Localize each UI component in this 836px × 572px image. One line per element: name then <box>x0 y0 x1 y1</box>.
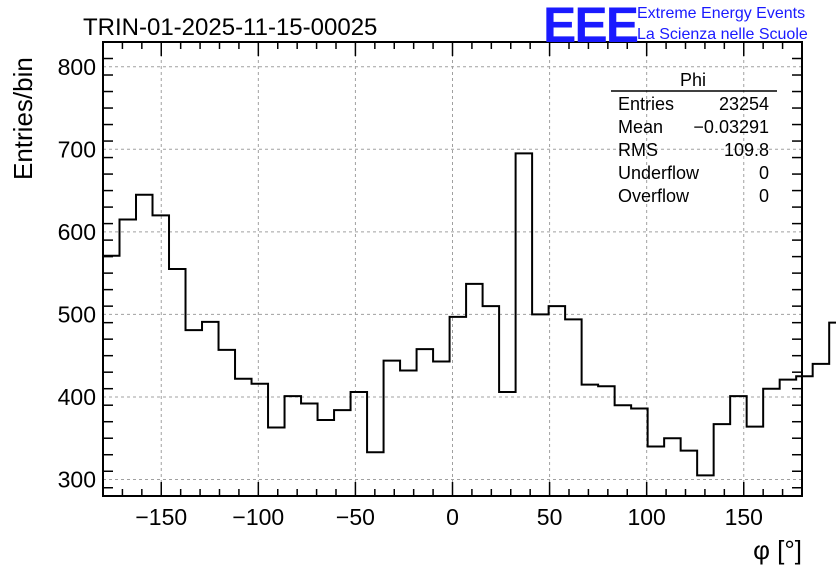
y-tick-label: 800 <box>58 54 96 80</box>
x-tick-label: −50 <box>336 504 375 530</box>
eee-logo: EEE Extreme Energy Events La Scienza nel… <box>543 0 808 53</box>
stats-value-rms: 109.8 <box>724 140 769 160</box>
stats-label-rms: RMS <box>618 140 658 160</box>
logo-line-1: Extreme Energy Events <box>637 5 805 22</box>
histogram-series-line <box>102 152 836 496</box>
grid-lines <box>103 42 802 496</box>
stats-value-underflow: 0 <box>759 163 769 183</box>
x-tick-label: 0 <box>446 504 459 530</box>
chart-title: TRIN-01-2025-11-15-00025 <box>83 14 377 41</box>
y-tick-label: 700 <box>58 136 96 162</box>
axis-tick-labels: −150 −100 −50 0 50 100 150 300 400 500 600 700 800 <box>58 54 763 530</box>
y-tick-label: 400 <box>58 384 96 410</box>
axis-ticks <box>103 42 802 496</box>
y-tick-label: 600 <box>58 219 96 245</box>
logo-eee-text: EEE <box>543 0 638 53</box>
stats-box: Phi Entries 23254 Mean −0.03291 RMS 109.… <box>611 70 777 206</box>
stats-label-overflow: Overflow <box>618 186 690 206</box>
x-tick-label: −100 <box>232 504 284 530</box>
stats-label-mean: Mean <box>618 117 663 137</box>
x-tick-label: −150 <box>135 504 187 530</box>
y-tick-label: 300 <box>58 466 96 492</box>
y-tick-label: 500 <box>58 301 96 327</box>
y-axis-label: Entries/bin <box>8 57 38 180</box>
x-axis-label: φ [°] <box>753 535 802 565</box>
stats-box-title: Phi <box>680 70 706 90</box>
stats-label-underflow: Underflow <box>618 163 700 183</box>
stats-value-overflow: 0 <box>759 186 769 206</box>
logo-line-2: La Scienza nelle Scuole <box>637 26 808 43</box>
x-tick-label: 50 <box>537 504 563 530</box>
stats-value-entries: 23254 <box>719 94 769 114</box>
x-tick-label: 100 <box>627 504 665 530</box>
stats-value-mean: −0.03291 <box>693 117 769 137</box>
x-tick-label: 150 <box>725 504 763 530</box>
stats-label-entries: Entries <box>618 94 674 114</box>
